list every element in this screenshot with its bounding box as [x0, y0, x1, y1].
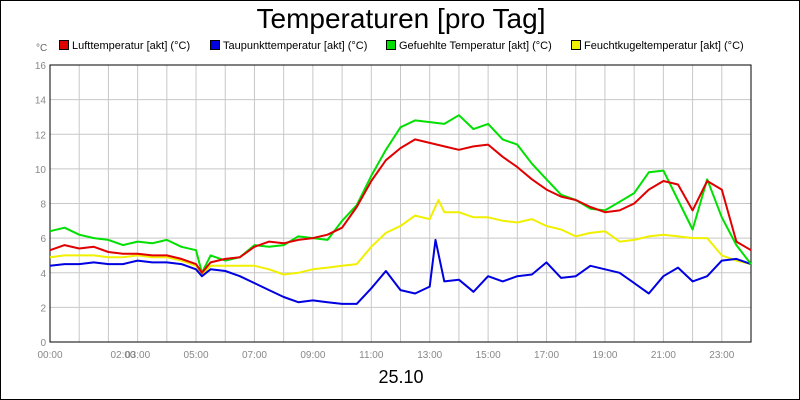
legend-swatch-red — [59, 40, 69, 50]
legend-item-taupunkttemperatur: Taupunkttemperatur [akt] (°C) — [210, 39, 367, 53]
x-tick-label: 09:00 — [300, 350, 325, 361]
y-tick-label: 0 — [40, 338, 46, 349]
plot-border — [49, 64, 752, 343]
chart-title: Temperaturen [pro Tag] — [256, 3, 546, 34]
x-tick-label: 11:00 — [359, 350, 384, 361]
y-axis-unit: °C — [36, 43, 48, 54]
legend-label: Lufttemperatur [akt] (°C) — [72, 40, 191, 52]
x-tick-label: 02:00 — [111, 350, 136, 361]
legend-swatch-yellow — [571, 40, 581, 50]
series-line-taupunkttemperatur — [49, 238, 752, 305]
legend-item-gefuehlte-temperatur: Gefuehlte Temperatur [akt] (°C) — [386, 39, 552, 53]
x-tick-label: 05:00 — [184, 350, 209, 361]
y-tick-label: 12 — [35, 130, 47, 141]
legend-label: Taupunkttemperatur [akt] (°C) — [223, 40, 368, 52]
series-line-feuchtkugeltemperatur — [49, 199, 752, 276]
x-tick-label: 07:00 — [242, 350, 267, 361]
y-tick-label: 2 — [40, 303, 46, 314]
series-line-lufttemperatur — [49, 138, 752, 274]
legend-label: Feuchtkugeltemperatur [akt] (°C) — [584, 40, 744, 52]
x-tick-label: 00:00 — [37, 350, 62, 361]
x-tick-label: 13:00 — [417, 350, 442, 361]
y-tick-label: 14 — [35, 96, 47, 107]
y-tick-label: 8 — [40, 200, 46, 211]
series-line-gefuehlte-temperatur — [49, 114, 752, 274]
x-tick-label: 23:00 — [709, 350, 734, 361]
legend-label: Gefuehlte Temperatur [akt] (°C) — [399, 40, 552, 52]
x-tick-label: 19:00 — [592, 350, 617, 361]
y-tick-label: 10 — [35, 165, 47, 176]
legend-swatch-blue — [210, 40, 220, 50]
y-tick-label: 4 — [40, 269, 46, 280]
y-tick-label: 16 — [35, 61, 47, 72]
legend-item-feuchtkugeltemperatur: Feuchtkugeltemperatur [akt] (°C) — [571, 39, 744, 53]
date-label: 25.10 — [378, 367, 424, 387]
x-tick-label: 15:00 — [476, 350, 501, 361]
y-tick-label: 6 — [40, 234, 46, 245]
x-tick-label: 17:00 — [534, 350, 559, 361]
x-tick-label: 21:00 — [651, 350, 676, 361]
legend-item-lufttemperatur: Lufttemperatur [akt] (°C) — [59, 39, 190, 53]
x-tick-label: 03:00 — [125, 350, 150, 361]
legend-swatch-green — [386, 40, 396, 50]
